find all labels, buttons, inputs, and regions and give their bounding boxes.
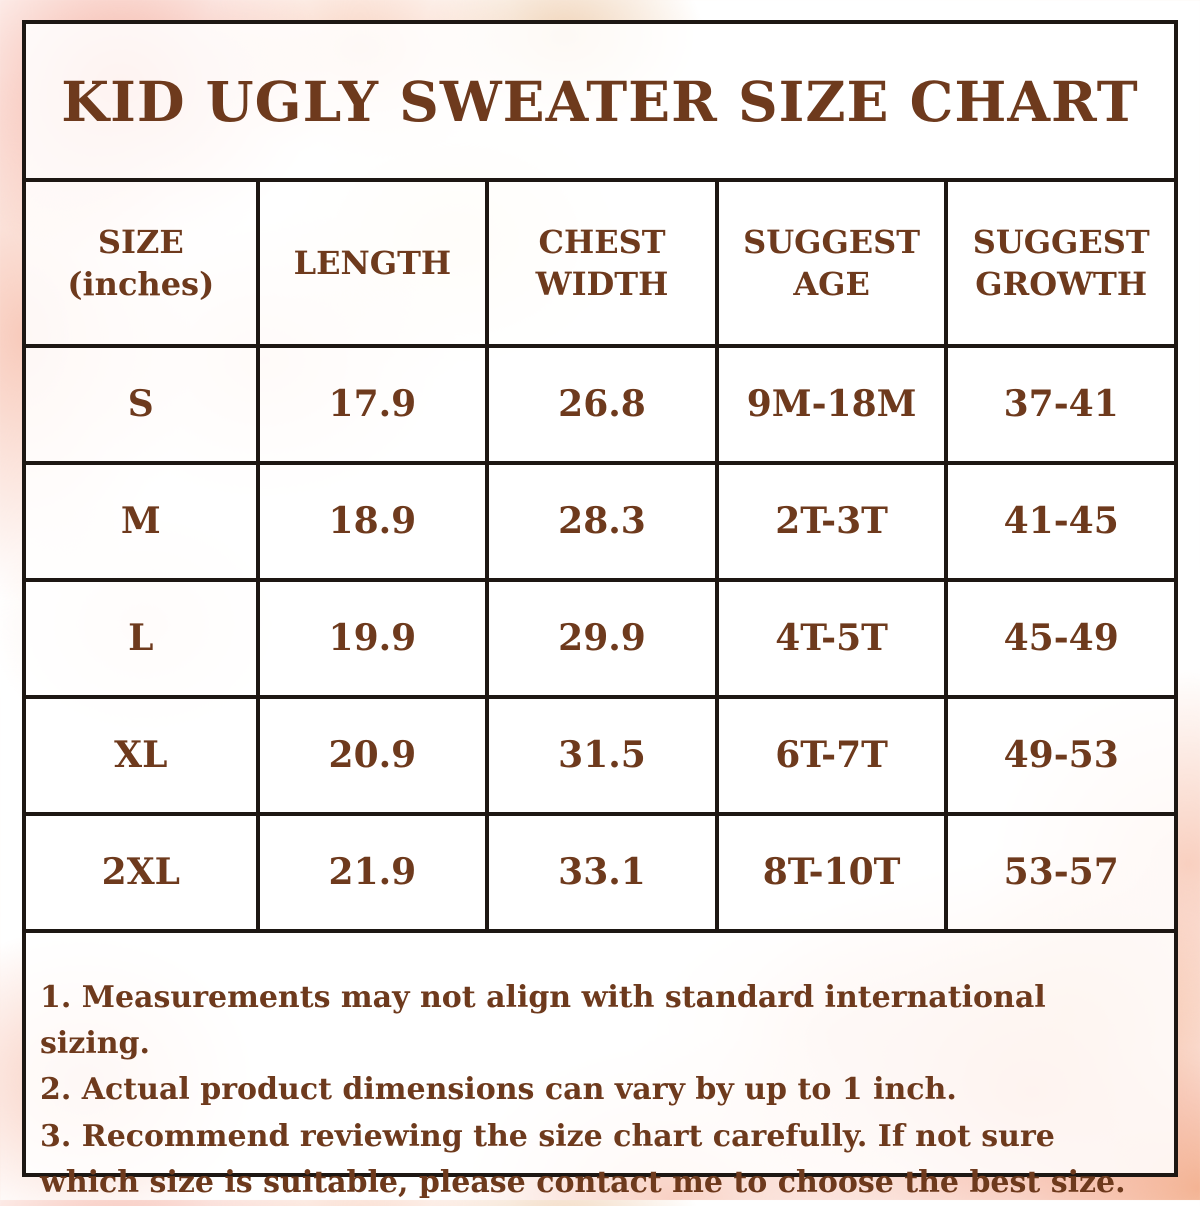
column-header-suggest-age: SUGGEST AGE bbox=[714, 182, 945, 344]
table-cell: 8T-10T bbox=[714, 812, 945, 929]
table-cell: 19.9 bbox=[255, 578, 486, 695]
table-cell: 29.9 bbox=[485, 578, 715, 695]
column-header-size: SIZE (inches) bbox=[67, 222, 215, 303]
table-cell-size-2xl: 2XL bbox=[26, 812, 256, 929]
table-cell: 26.8 bbox=[485, 344, 715, 461]
table-cell: 9M-18M bbox=[714, 344, 945, 461]
table-cell: 18.9 bbox=[255, 461, 486, 578]
table-cell: 20.9 bbox=[255, 695, 486, 812]
table-cell: 28.3 bbox=[485, 461, 715, 578]
table-cell: 53-57 bbox=[944, 812, 1174, 929]
table-cell-size-l: L bbox=[26, 578, 256, 695]
title-row: KID UGLY SWEATER SIZE CHART bbox=[26, 24, 1174, 182]
table-cell: 41-45 bbox=[944, 461, 1174, 578]
note-line-3: 3. Recommend reviewing the size chart ca… bbox=[40, 1118, 1126, 1200]
table-cell: 4T-5T bbox=[714, 578, 945, 695]
table-cell: 17.9 bbox=[255, 344, 486, 461]
table-cell: 6T-7T bbox=[714, 695, 945, 812]
notes-section: 1. Measurements may not align with stand… bbox=[26, 929, 1174, 1206]
note-line-1: 1. Measurements may not align with stand… bbox=[40, 980, 1046, 1062]
page-title: KID UGLY SWEATER SIZE CHART bbox=[61, 68, 1139, 134]
size-chart-table: KID UGLY SWEATER SIZE CHART SIZE (inches… bbox=[22, 20, 1178, 1200]
table-cell: 31.5 bbox=[485, 695, 715, 812]
table-cell: 21.9 bbox=[255, 812, 486, 929]
note-line-2: 2. Actual product dimensions can vary by… bbox=[40, 1072, 957, 1108]
column-header-length: LENGTH bbox=[255, 182, 486, 344]
table-cell: 2T-3T bbox=[714, 461, 945, 578]
size-grid: SIZE (inches) LENGTH CHEST WIDTH SUGGEST… bbox=[26, 182, 1174, 929]
table-cell-size-s: S bbox=[26, 344, 256, 461]
table-cell: 45-49 bbox=[944, 578, 1174, 695]
table-cell: 49-53 bbox=[944, 695, 1174, 812]
table-cell: 33.1 bbox=[485, 812, 715, 929]
table-cell-size-m: M bbox=[26, 461, 256, 578]
column-header-suggest-growth: SUGGEST GROWTH bbox=[944, 182, 1174, 344]
column-header-chest-width: CHEST WIDTH bbox=[485, 182, 715, 344]
table-cell: 37-41 bbox=[944, 344, 1174, 461]
table-cell-size-xl: XL bbox=[26, 695, 256, 812]
